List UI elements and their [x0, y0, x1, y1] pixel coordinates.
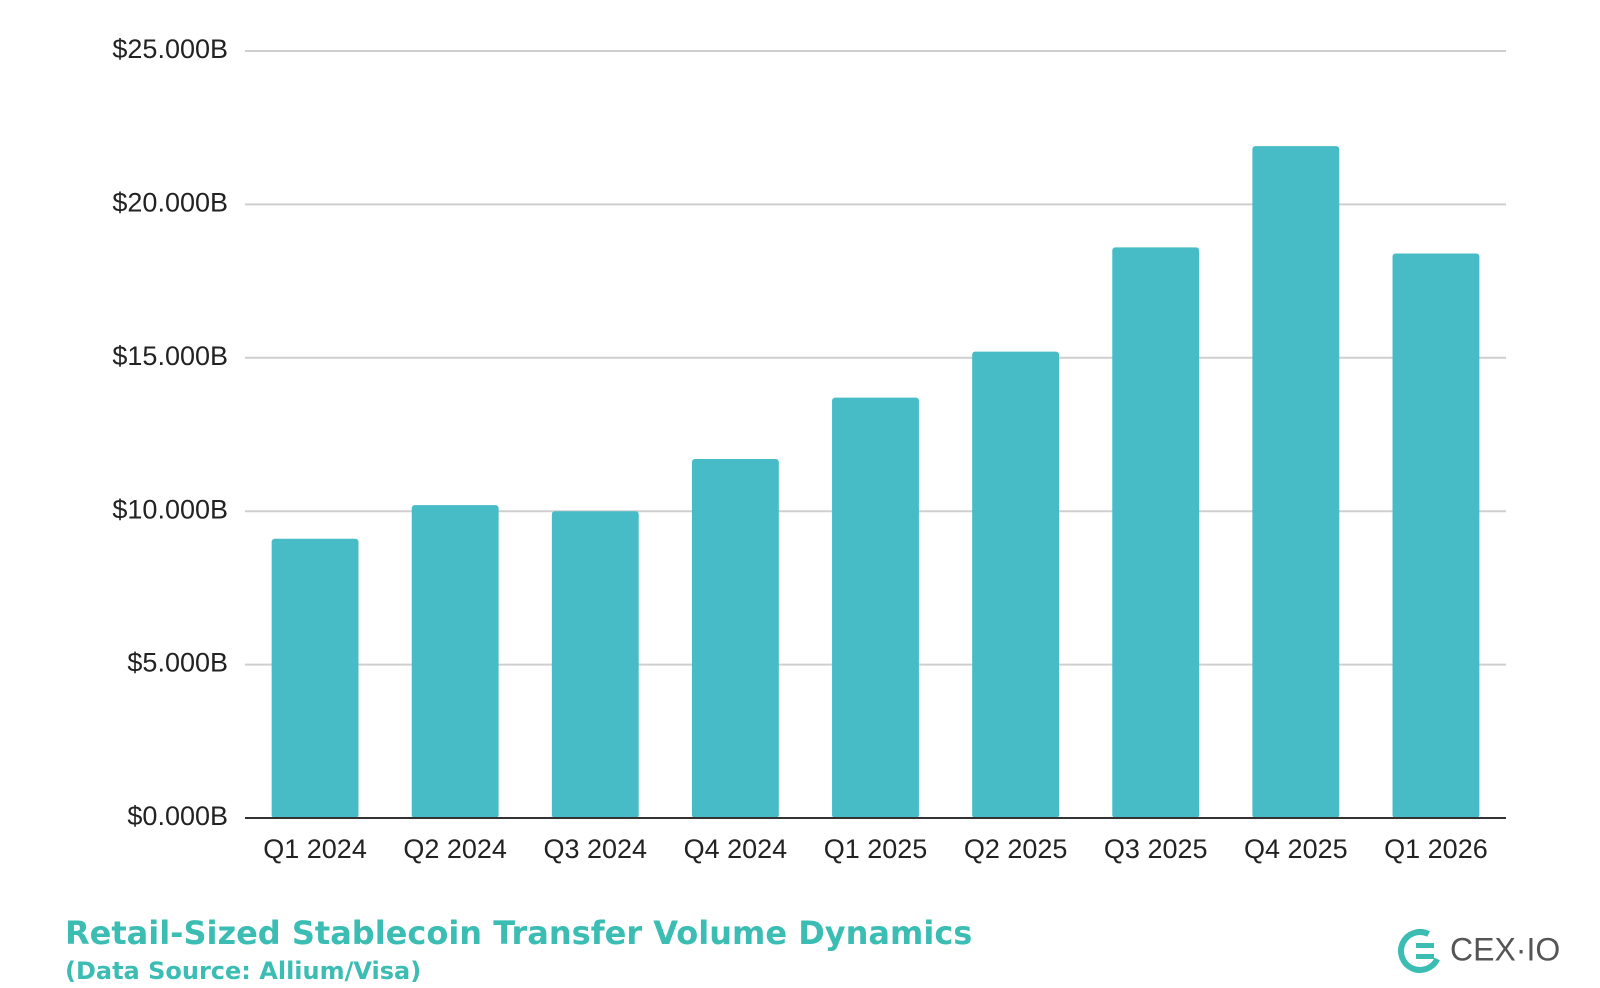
- logo-bar: [1416, 954, 1434, 959]
- y-tick-label: $10.000B: [112, 494, 228, 524]
- y-tick-label: $15.000B: [112, 341, 228, 371]
- x-tick-label: Q4 2024: [684, 834, 788, 864]
- chart-title: Retail-Sized Stablecoin Transfer Volume …: [65, 914, 972, 952]
- brand-text: CEX·IO: [1450, 931, 1560, 967]
- x-tick-label: Q1 2024: [263, 834, 367, 864]
- bar: [271, 538, 359, 818]
- bar: [1392, 253, 1480, 818]
- x-tick-label: Q3 2024: [543, 834, 647, 864]
- logo-ring: [1398, 929, 1442, 973]
- bar: [691, 459, 779, 818]
- bar: [972, 351, 1060, 818]
- bar: [411, 505, 499, 818]
- logo-bar: [1416, 943, 1434, 948]
- bar: [1112, 247, 1200, 819]
- x-tick-label: Q2 2024: [403, 834, 507, 864]
- bar: [1252, 146, 1340, 818]
- brand-logo: CEX·IO: [1398, 929, 1560, 973]
- x-tick-label: Q4 2025: [1244, 834, 1348, 864]
- x-tick-label: Q3 2025: [1104, 834, 1208, 864]
- bar: [551, 511, 639, 818]
- y-tick-label: $5.000B: [127, 648, 228, 678]
- bar: [832, 397, 919, 818]
- x-tick-label: Q2 2025: [964, 834, 1068, 864]
- y-tick-label: $0.000B: [127, 801, 228, 831]
- x-tick-label: Q1 2026: [1384, 834, 1488, 864]
- chart-subtitle: (Data Source: Allium/Visa): [65, 957, 421, 985]
- y-tick-label: $25.000B: [112, 34, 228, 64]
- y-tick-label: $20.000B: [112, 188, 228, 218]
- x-tick-label: Q1 2025: [824, 834, 928, 864]
